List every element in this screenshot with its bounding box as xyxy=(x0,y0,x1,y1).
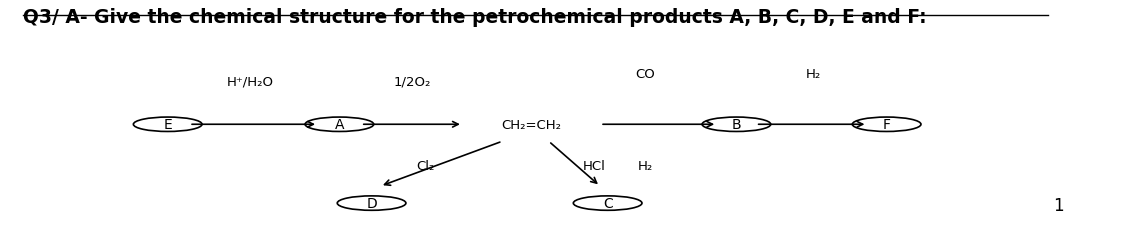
Text: 1: 1 xyxy=(1053,197,1064,215)
Text: Cl₂: Cl₂ xyxy=(416,160,434,173)
Text: C: C xyxy=(603,196,612,210)
Text: A: A xyxy=(334,118,344,132)
Text: H₂: H₂ xyxy=(638,160,652,173)
Text: Q3/ A- Give the chemical structure for the petrochemical products A, B, C, D, E : Q3/ A- Give the chemical structure for t… xyxy=(22,8,927,27)
Text: B: B xyxy=(731,118,741,132)
Text: CH₂=CH₂: CH₂=CH₂ xyxy=(502,118,561,131)
Text: H₂: H₂ xyxy=(806,68,821,81)
Text: H⁺/H₂O: H⁺/H₂O xyxy=(227,75,273,88)
Text: HCl: HCl xyxy=(583,160,605,173)
Text: F: F xyxy=(883,118,891,132)
Text: E: E xyxy=(163,118,172,132)
Text: CO: CO xyxy=(636,68,655,81)
Text: 1/2O₂: 1/2O₂ xyxy=(394,75,431,88)
Text: D: D xyxy=(367,196,377,210)
